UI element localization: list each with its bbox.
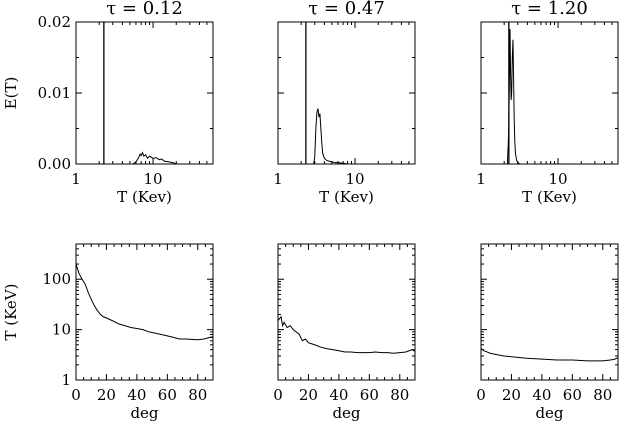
x-tick-label: 40 <box>532 386 551 404</box>
panel-title: τ = 1.20 <box>511 0 588 19</box>
x-tick-label: 40 <box>127 386 146 404</box>
panel-5: 0 20 40 60 80 deg <box>273 243 416 422</box>
y-tick-label: 0.02 <box>38 13 71 31</box>
x-axis-label: T (Kev) <box>319 188 374 206</box>
x-tick-label: 20 <box>97 386 116 404</box>
panel-3: 1 10 τ = 1.20 T (Kev) <box>476 0 619 206</box>
plot-frame <box>75 243 214 381</box>
x-tick-label: 40 <box>329 386 348 404</box>
y-tick-label: 0.01 <box>38 84 71 102</box>
plot-frame <box>75 21 214 165</box>
x-tick-label: 0 <box>71 386 81 404</box>
x-tick-label: 80 <box>188 386 207 404</box>
y-axis-label: T (KeV) <box>2 284 20 341</box>
x-tick-label: 80 <box>390 386 409 404</box>
x-axis-label: T (Kev) <box>522 188 577 206</box>
x-axis-label: deg <box>332 404 360 422</box>
panel-title: τ = 0.47 <box>308 0 385 19</box>
series-line <box>480 348 619 362</box>
x-tick-label: 10 <box>548 170 567 188</box>
x-tick-label: 60 <box>563 386 582 404</box>
x-tick-label: 20 <box>299 386 318 404</box>
x-tick-label: 1 <box>273 170 283 188</box>
x-tick-label: 0 <box>273 386 283 404</box>
plot-frame <box>277 21 416 165</box>
series-line <box>75 263 214 341</box>
x-tick-label: 80 <box>593 386 612 404</box>
y-axis-label: E(T) <box>2 77 20 110</box>
x-axis-label: deg <box>130 404 158 422</box>
x-tick-label: 20 <box>502 386 521 404</box>
x-tick-label: 1 <box>476 170 486 188</box>
y-tick-label: 100 <box>42 270 71 288</box>
series-line <box>277 315 416 354</box>
panel-4: 0 20 40 60 80 1 10 100 deg T (KeV) <box>2 243 214 422</box>
y-tick-label: 1 <box>61 371 71 389</box>
panel-6: 0 20 40 60 80 deg <box>476 243 619 422</box>
panel-title: τ = 0.12 <box>106 0 183 19</box>
series-line <box>481 29 618 165</box>
y-tick-label: 10 <box>52 321 71 339</box>
x-axis-label: T (Kev) <box>117 188 172 206</box>
x-tick-label: 0 <box>476 386 486 404</box>
x-tick-label: 1 <box>71 170 81 188</box>
x-tick-label: 60 <box>158 386 177 404</box>
series-line <box>76 151 213 165</box>
series-line <box>278 108 415 165</box>
plot-frame <box>480 21 619 165</box>
x-tick-label: 60 <box>360 386 379 404</box>
plot-frame <box>277 243 416 381</box>
y-tick-label: 0.00 <box>38 155 71 173</box>
panel-1: 1 10 0.00 0.01 0.02 τ = 0.12 T (Kev) E(T) <box>2 0 214 206</box>
panel-2: 1 10 τ = 0.47 T (Kev) <box>273 0 416 206</box>
x-tick-label: 10 <box>143 170 162 188</box>
x-axis-label: deg <box>535 404 563 422</box>
x-tick-label: 10 <box>345 170 364 188</box>
